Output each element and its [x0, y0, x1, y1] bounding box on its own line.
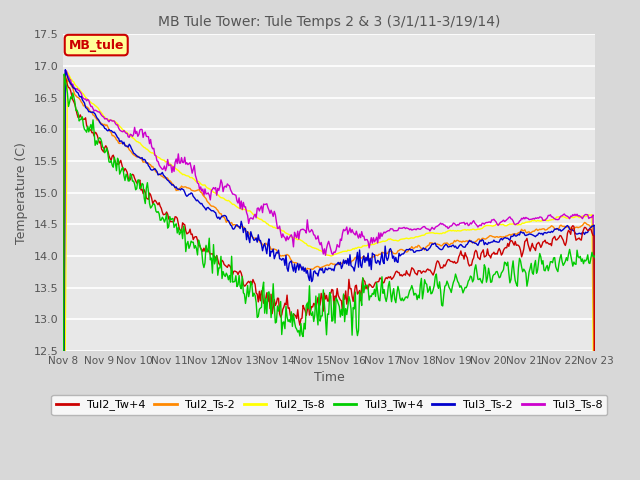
Title: MB Tule Tower: Tule Temps 2 & 3 (3/1/11-3/19/14): MB Tule Tower: Tule Temps 2 & 3 (3/1/11-… [158, 15, 500, 29]
Text: MB_tule: MB_tule [68, 38, 124, 51]
Y-axis label: Temperature (C): Temperature (C) [15, 142, 28, 243]
Legend: Tul2_Tw+4, Tul2_Ts-2, Tul2_Ts-8, Tul3_Tw+4, Tul3_Ts-2, Tul3_Ts-8: Tul2_Tw+4, Tul2_Ts-2, Tul2_Ts-8, Tul3_Tw… [51, 395, 607, 415]
X-axis label: Time: Time [314, 371, 344, 384]
